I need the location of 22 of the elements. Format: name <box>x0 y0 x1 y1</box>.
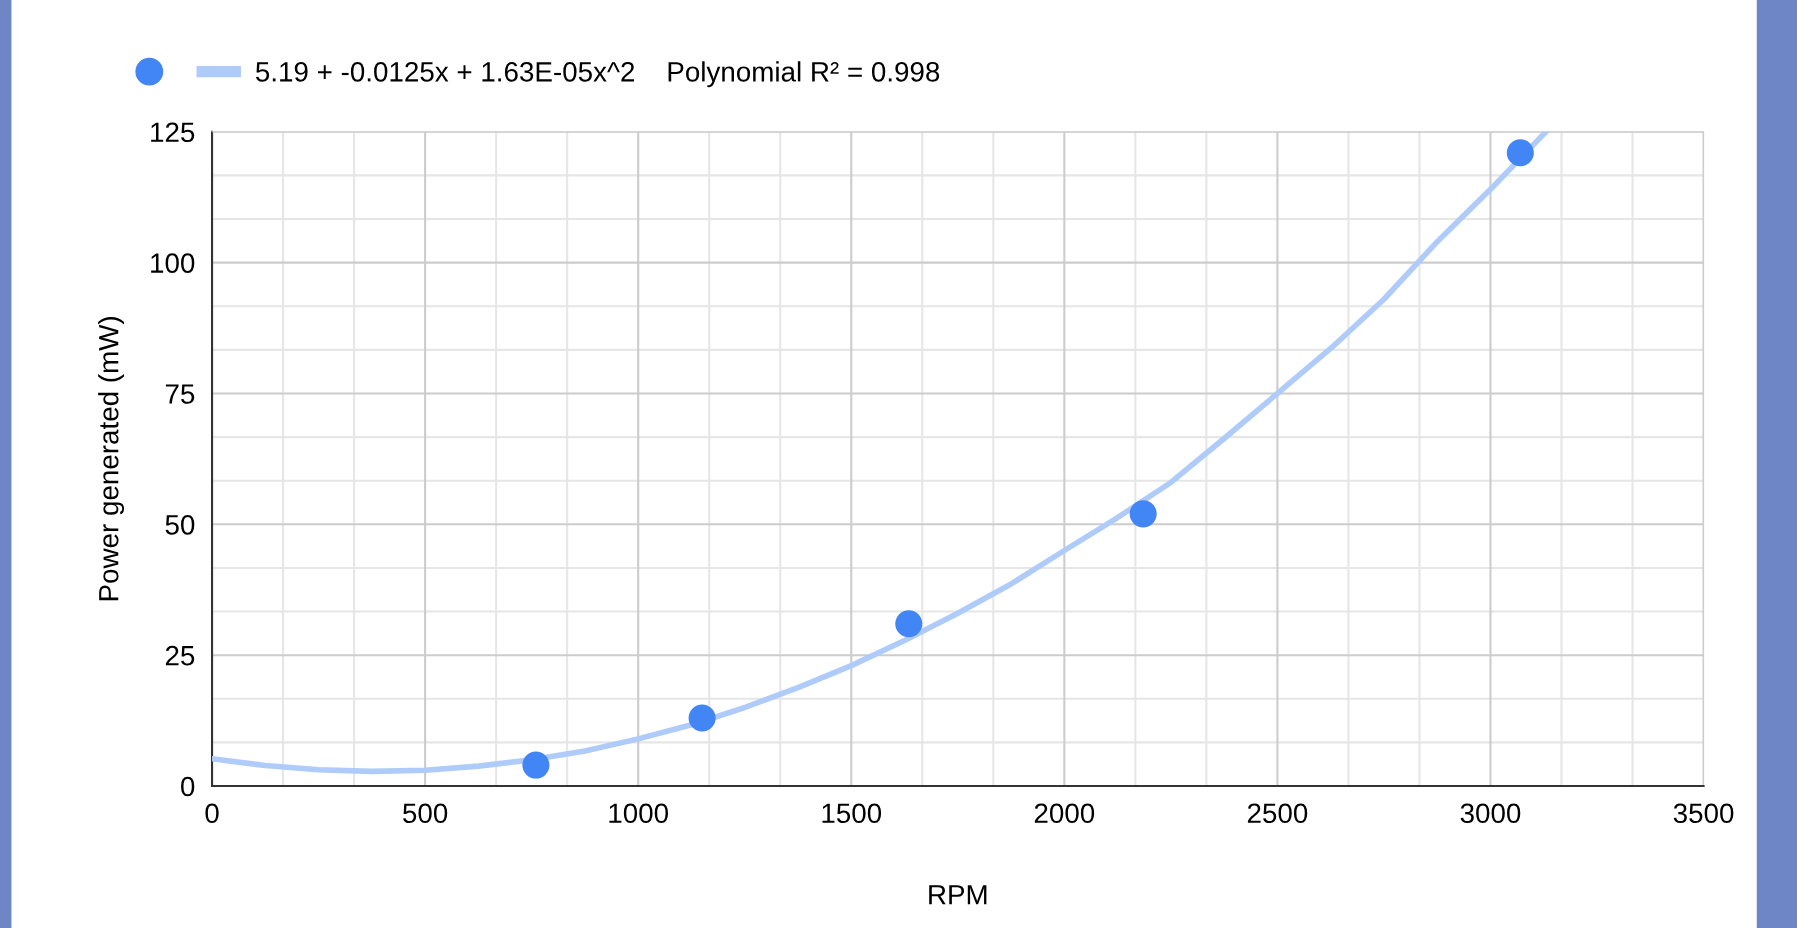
x-tick-label: 3000 <box>1460 803 1521 824</box>
x-tick-label: 500 <box>403 803 448 824</box>
y-tick-label: 25 <box>165 645 195 666</box>
x-tick-label: 3500 <box>1673 803 1734 824</box>
y-tick-label: 0 <box>181 776 195 797</box>
y-axis-title: Power generated (mW) <box>98 317 125 601</box>
y-tick-label: 100 <box>151 253 195 273</box>
x-axis-title: RPM <box>929 885 987 905</box>
x-tick-label: 0 <box>205 803 219 824</box>
x-tick-label: 1000 <box>609 803 669 824</box>
point <box>1506 139 1534 167</box>
point <box>522 751 550 779</box>
x-tick-label: 2000 <box>1034 803 1095 824</box>
point <box>1129 500 1157 528</box>
point <box>688 704 716 732</box>
x-tick-label: 1500 <box>822 803 882 824</box>
y-tick-label: 125 <box>151 122 195 143</box>
y-tick-label: 75 <box>165 384 195 404</box>
y-tick-label: 50 <box>165 514 195 535</box>
x-tick-label: 2500 <box>1247 803 1308 824</box>
legend-label: 5.19 + -0.0125x + 1.63E-05x^2 Polynomial R² = 0.998 <box>255 61 940 88</box>
point <box>895 610 923 638</box>
